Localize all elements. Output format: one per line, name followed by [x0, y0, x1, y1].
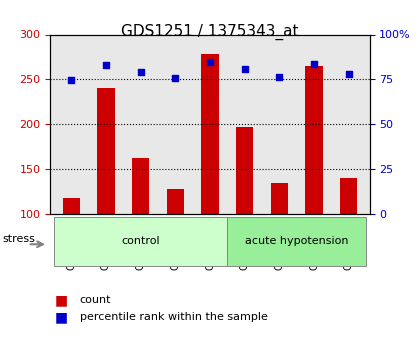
Point [207, 60, 213, 65]
Point [345, 71, 352, 77]
Text: percentile rank within the sample: percentile rank within the sample [80, 313, 268, 322]
Point [311, 61, 318, 67]
Bar [63, 198, 80, 214]
Text: control: control [121, 237, 160, 246]
Point [241, 67, 248, 72]
FancyBboxPatch shape [54, 217, 227, 266]
Text: ■: ■ [55, 310, 68, 324]
Text: GDS1251 / 1375343_at: GDS1251 / 1375343_at [121, 24, 299, 40]
Text: ■: ■ [55, 293, 68, 307]
Text: stress: stress [3, 234, 35, 244]
Bar [305, 66, 323, 214]
Bar [340, 178, 357, 214]
Text: acute hypotension: acute hypotension [245, 237, 349, 246]
FancyBboxPatch shape [227, 217, 366, 266]
Bar [236, 127, 253, 214]
Bar [271, 183, 288, 214]
Text: count: count [80, 295, 111, 305]
Bar [201, 54, 219, 214]
Point [172, 76, 178, 81]
Point [276, 74, 283, 79]
Point [68, 78, 75, 83]
Point [137, 69, 144, 75]
Bar [167, 189, 184, 214]
Bar [132, 158, 149, 214]
Point [102, 62, 109, 68]
Bar [97, 88, 115, 214]
